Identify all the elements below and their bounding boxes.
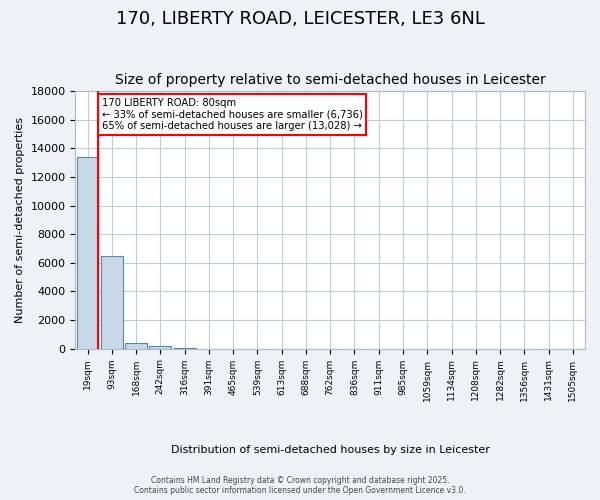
Bar bbox=[125, 343, 147, 348]
Bar bbox=[149, 346, 171, 348]
Text: 170 LIBERTY ROAD: 80sqm
← 33% of semi-detached houses are smaller (6,736)
65% of: 170 LIBERTY ROAD: 80sqm ← 33% of semi-de… bbox=[101, 98, 362, 132]
Text: 170, LIBERTY ROAD, LEICESTER, LE3 6NL: 170, LIBERTY ROAD, LEICESTER, LE3 6NL bbox=[116, 10, 484, 28]
Bar bbox=[77, 157, 98, 348]
Title: Size of property relative to semi-detached houses in Leicester: Size of property relative to semi-detach… bbox=[115, 73, 545, 87]
Y-axis label: Number of semi-detached properties: Number of semi-detached properties bbox=[15, 117, 25, 323]
Text: Contains HM Land Registry data © Crown copyright and database right 2025.
Contai: Contains HM Land Registry data © Crown c… bbox=[134, 476, 466, 495]
Bar bbox=[101, 256, 123, 348]
X-axis label: Distribution of semi-detached houses by size in Leicester: Distribution of semi-detached houses by … bbox=[171, 445, 490, 455]
